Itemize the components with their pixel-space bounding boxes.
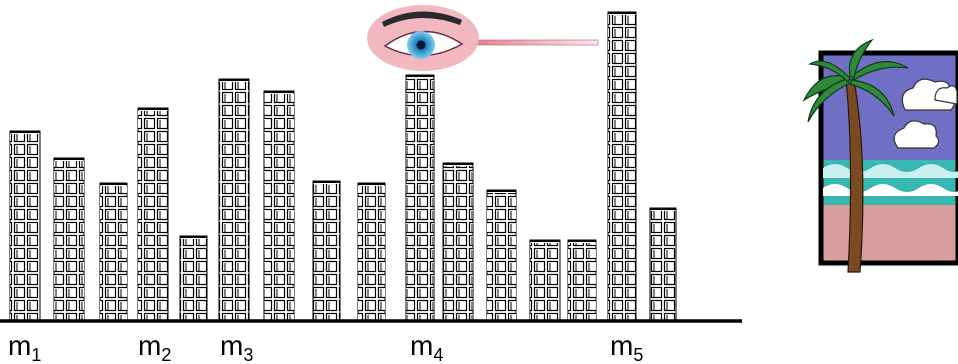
buildings	[10, 12, 676, 320]
building-windows	[487, 193, 516, 320]
eye	[367, 5, 598, 71]
building-windows	[530, 243, 560, 320]
label-subscript: 2	[161, 345, 171, 364]
building-windows	[650, 211, 676, 320]
palm-picture	[804, 40, 958, 272]
building-windows	[406, 78, 434, 320]
building-label: m1	[8, 330, 41, 364]
building	[650, 208, 676, 320]
building-windows	[608, 15, 636, 320]
label-subscript: 4	[433, 345, 443, 364]
scene: m1m2m3m4m5	[0, 0, 958, 364]
label-subscript: 5	[633, 345, 643, 364]
building	[358, 183, 385, 320]
building-windows	[54, 161, 84, 320]
label-base: m	[138, 330, 161, 361]
building	[530, 240, 560, 320]
building	[487, 190, 516, 320]
building-windows	[219, 82, 249, 320]
building-windows	[568, 243, 596, 320]
building	[219, 79, 249, 320]
building	[100, 183, 127, 320]
building-label: m4	[410, 330, 443, 364]
building-windows	[264, 94, 294, 320]
building-windows	[313, 184, 340, 320]
label-base: m	[8, 330, 31, 361]
building	[264, 91, 294, 320]
building-windows	[180, 239, 207, 320]
building	[568, 240, 596, 320]
building-windows	[10, 134, 40, 320]
label-subscript: 3	[243, 345, 253, 364]
building-windows	[358, 186, 385, 320]
label-base: m	[410, 330, 433, 361]
building-label: m3	[220, 330, 253, 364]
label-subscript: 1	[31, 345, 41, 364]
building-label: m2	[138, 330, 171, 364]
label-base: m	[220, 330, 243, 361]
building-windows	[100, 186, 127, 320]
building	[180, 236, 207, 320]
building	[443, 163, 473, 320]
building-windows	[443, 166, 473, 320]
building	[608, 12, 636, 320]
label-base: m	[610, 330, 633, 361]
building	[313, 181, 340, 320]
building	[406, 75, 434, 320]
building	[10, 131, 40, 320]
building	[54, 158, 84, 320]
building	[138, 108, 168, 320]
building-windows	[138, 111, 168, 320]
building-label: m5	[610, 330, 643, 364]
